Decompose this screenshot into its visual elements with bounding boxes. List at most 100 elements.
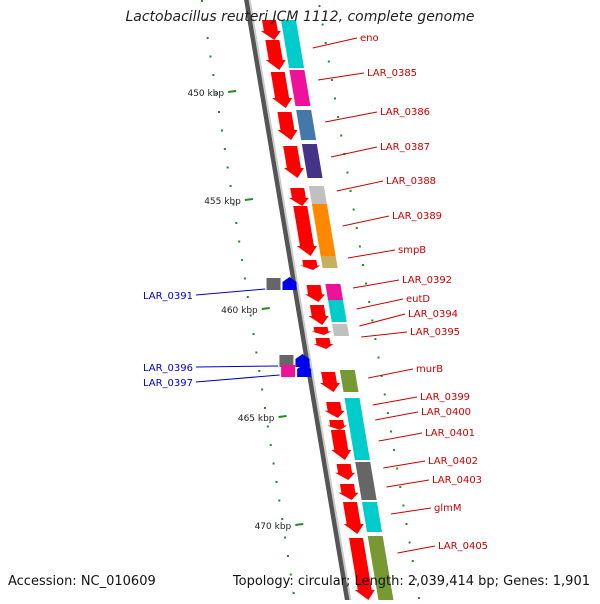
gene-arrow	[270, 72, 293, 108]
gc-dot	[358, 245, 361, 248]
gene-arrow	[297, 364, 312, 377]
gc-dot	[374, 338, 377, 340]
genome-summary-text: Topology: circular; Length: 2,039,414 bp…	[232, 574, 590, 589]
gc-dot	[263, 407, 266, 409]
gc-dot	[278, 499, 281, 502]
axis-tick-label: 450 kbp	[187, 89, 224, 99]
axis-tick-label: 460 kbp	[221, 306, 258, 316]
gc-dot	[241, 259, 244, 261]
gc-dot	[368, 301, 371, 303]
gc-dot	[284, 536, 287, 539]
gc-dot	[289, 573, 292, 576]
label-leader	[372, 396, 418, 406]
cog-block	[320, 256, 338, 268]
gc-dot	[238, 240, 241, 243]
gene-arrow	[293, 206, 317, 256]
gene-arrow	[308, 305, 329, 325]
label-leader	[195, 288, 266, 296]
gc-dot	[255, 351, 258, 354]
cog-block	[296, 110, 317, 140]
cog-block	[355, 462, 377, 500]
label-leader	[378, 432, 423, 442]
gene-arrow	[324, 402, 345, 418]
gene-label: LAR_0397	[143, 378, 193, 389]
label-leader	[195, 374, 280, 383]
gc-dot	[414, 578, 417, 581]
gc-dot	[292, 592, 295, 594]
gc-dot	[340, 134, 343, 137]
gc-dot	[396, 467, 399, 470]
gene-label: LAR_0389	[392, 211, 442, 222]
gene-arrow	[313, 338, 334, 349]
gene-arrow	[288, 188, 309, 206]
label-leader	[312, 37, 358, 49]
gene-label: glmM	[434, 503, 462, 514]
gc-dot	[361, 264, 364, 266]
cog-block	[332, 324, 350, 336]
gc-dot	[218, 111, 221, 113]
label-leader	[386, 479, 430, 488]
gene-label: LAR_0405	[438, 541, 488, 552]
gene-arrow	[282, 277, 297, 290]
gc-dot	[200, 0, 203, 2]
label-leader	[359, 313, 406, 327]
gene-label: smpB	[398, 245, 426, 256]
gc-dot	[386, 412, 389, 414]
label-leader	[356, 298, 404, 310]
backbone-line	[244, 0, 351, 604]
gc-dot	[417, 597, 420, 599]
axis-tick	[295, 523, 304, 526]
gene-arrow	[311, 327, 332, 335]
label-leader	[330, 146, 378, 158]
gene-label: LAR_0400	[421, 407, 471, 418]
gene-arrow	[305, 285, 326, 302]
axis-tick-label: 455 kbp	[204, 197, 241, 207]
gc-dot	[272, 462, 275, 465]
gc-dot	[393, 449, 396, 451]
gene-arrow	[349, 538, 375, 600]
cog-block	[308, 186, 327, 204]
gc-dot	[286, 555, 289, 557]
cog-block	[279, 355, 294, 367]
cog-block	[328, 300, 347, 322]
gc-dot	[337, 116, 340, 118]
gc-dot	[383, 393, 386, 396]
gc-dot	[365, 282, 368, 285]
gc-dot	[408, 541, 411, 544]
label-leader	[195, 365, 279, 368]
gene-label: LAR_0399	[420, 392, 470, 403]
gene-arrow	[283, 146, 304, 178]
gc-dot	[377, 356, 380, 359]
axis-tick-label: 470 kbp	[255, 522, 292, 532]
gc-dot	[281, 518, 284, 520]
gene-label: LAR_0392	[402, 275, 452, 286]
gc-dot	[232, 203, 235, 206]
gene-label: eutD	[406, 294, 430, 305]
axis-tick	[261, 307, 270, 310]
gc-dot	[327, 60, 330, 63]
gene-label: LAR_0401	[425, 428, 475, 439]
cog-block	[325, 284, 344, 300]
gene-arrow	[327, 420, 348, 430]
gene-label: eno	[360, 33, 379, 44]
label-leader	[383, 460, 426, 469]
gene-label: LAR_0394	[408, 309, 458, 320]
gene-label: LAR_0403	[432, 475, 482, 486]
label-leader	[336, 180, 384, 192]
gc-dot	[334, 97, 337, 100]
gc-dot	[349, 190, 352, 192]
gc-dot	[402, 504, 405, 507]
cog-block	[301, 144, 323, 178]
gc-dot	[380, 375, 383, 377]
gc-dot	[212, 74, 215, 76]
gc-dot	[352, 208, 355, 211]
gene-arrow	[335, 464, 356, 480]
gc-dot	[252, 333, 255, 335]
gene-label: murB	[416, 364, 443, 375]
gc-dot	[261, 388, 264, 391]
cog-block	[311, 204, 336, 256]
gc-dot	[324, 42, 327, 44]
gene-arrow	[319, 372, 340, 392]
gene-label: LAR_0386	[380, 107, 430, 118]
